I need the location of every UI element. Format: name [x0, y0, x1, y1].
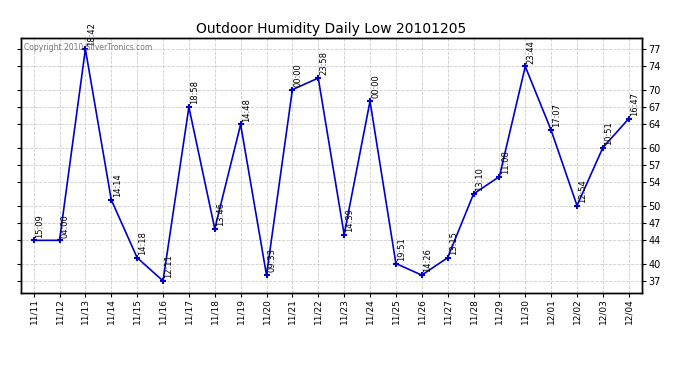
Text: 18:58: 18:58	[190, 80, 199, 104]
Text: 13:15: 13:15	[449, 231, 458, 255]
Text: 12:54: 12:54	[578, 179, 587, 203]
Text: 14:39: 14:39	[346, 208, 355, 232]
Text: 14:48: 14:48	[242, 98, 251, 122]
Text: 14:14: 14:14	[112, 173, 121, 197]
Text: 15:09: 15:09	[35, 214, 44, 238]
Text: 12:11: 12:11	[164, 254, 173, 278]
Text: 09:33: 09:33	[268, 248, 277, 272]
Text: 23:58: 23:58	[319, 51, 328, 75]
Text: 04:00: 04:00	[61, 214, 70, 238]
Text: 16:47: 16:47	[630, 92, 639, 116]
Text: 14:18: 14:18	[139, 231, 148, 255]
Text: 13:46: 13:46	[216, 202, 225, 226]
Text: 11:08: 11:08	[501, 150, 510, 174]
Text: 23:44: 23:44	[526, 40, 535, 64]
Text: 18:42: 18:42	[87, 22, 96, 46]
Text: 17:07: 17:07	[553, 104, 562, 128]
Text: Copyright 2010 SilverTronics.com: Copyright 2010 SilverTronics.com	[23, 43, 152, 52]
Title: Outdoor Humidity Daily Low 20101205: Outdoor Humidity Daily Low 20101205	[196, 22, 466, 36]
Text: 00:00: 00:00	[294, 63, 303, 87]
Text: 10:51: 10:51	[604, 121, 613, 145]
Text: 00:00: 00:00	[371, 75, 380, 99]
Text: 13:10: 13:10	[475, 167, 484, 191]
Text: 14:26: 14:26	[423, 249, 432, 272]
Text: 19:51: 19:51	[397, 237, 406, 261]
